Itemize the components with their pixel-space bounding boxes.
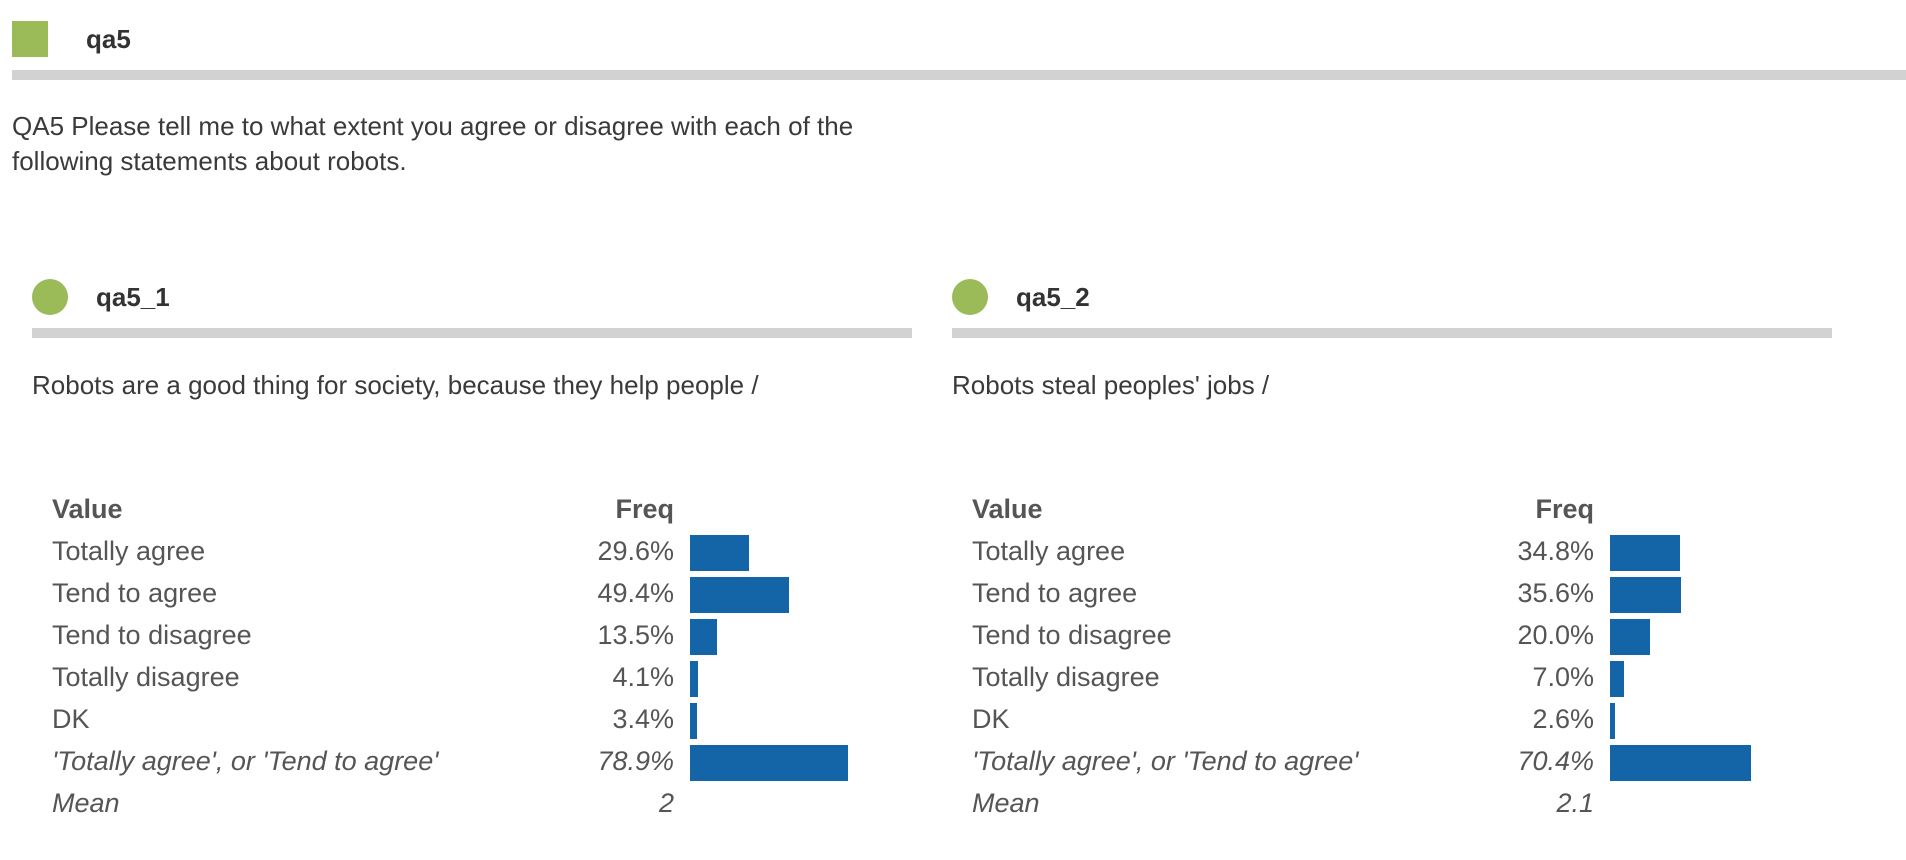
panel-description: Robots steal peoples' jobs / [952, 370, 1270, 400]
row-label: Totally agree [52, 536, 206, 566]
freq-bar [690, 535, 750, 571]
square-marker-icon [12, 21, 48, 57]
table-header-row: Value Freq [52, 490, 892, 532]
panel-title: qa5_2 [1016, 281, 1090, 312]
frequency-table: Value Freq Totally agree 34.8% Tend to a… [972, 490, 1812, 826]
row-freq: 2.6% [1532, 704, 1594, 734]
table-row: Totally disagree 7.0% [972, 658, 1812, 700]
panel-description: Robots are a good thing for society, bec… [32, 370, 759, 400]
row-freq: 7.0% [1532, 662, 1594, 692]
row-label: Totally disagree [52, 662, 240, 692]
table-row: Tend to agree 35.6% [972, 574, 1812, 616]
mean-row: Mean 2 [52, 784, 892, 826]
panel-header: qa5_2 [952, 276, 1832, 318]
column-header-freq: Freq [1535, 494, 1594, 524]
panel-qa5-1: qa5_1 Robots are a good thing for societ… [32, 276, 912, 818]
column-header-value: Value [52, 494, 123, 524]
table-row: Totally agree 29.6% [52, 532, 892, 574]
table-row: Totally disagree 4.1% [52, 658, 892, 700]
row-label: Totally agree [972, 536, 1126, 566]
freq-bar [690, 703, 697, 739]
column-header-value: Value [972, 494, 1043, 524]
column-header-freq: Freq [615, 494, 674, 524]
row-freq: 34.8% [1517, 536, 1594, 566]
freq-bar [690, 661, 699, 697]
row-label: Tend to disagree [52, 620, 252, 650]
divider [12, 70, 1906, 80]
row-label: Tend to agree [52, 578, 218, 608]
row-freq: 49.4% [597, 578, 674, 608]
summary-row: 'Totally agree', or 'Tend to agree' 78.9… [52, 742, 892, 784]
freq-bar [1610, 703, 1616, 739]
row-freq: 13.5% [597, 620, 674, 650]
row-label: Mean [972, 788, 1040, 818]
row-freq: 78.9% [597, 746, 674, 776]
divider [32, 328, 912, 338]
freq-bar [1610, 535, 1680, 571]
row-label: Tend to disagree [972, 620, 1172, 650]
row-label: Totally disagree [972, 662, 1160, 692]
row-label: 'Totally agree', or 'Tend to agree' [52, 746, 439, 776]
row-freq: 29.6% [597, 536, 674, 566]
panel-qa5-2: qa5_2 Robots steal peoples' jobs / Value… [952, 276, 1832, 818]
freq-bar [1610, 577, 1682, 613]
row-label: Mean [52, 788, 120, 818]
freq-bar [690, 745, 848, 781]
row-label: DK [972, 704, 1010, 734]
panel-header: qa5_1 [32, 276, 912, 318]
mean-value: 2 [658, 788, 674, 818]
row-freq: 35.6% [1517, 578, 1594, 608]
mean-row: Mean 2.1 [972, 784, 1812, 826]
row-label: DK [52, 704, 90, 734]
mean-value: 2.1 [1556, 788, 1594, 818]
freq-bar [1610, 661, 1624, 697]
circle-marker-icon [952, 279, 988, 315]
freq-bar [1610, 745, 1751, 781]
row-freq: 3.4% [612, 704, 674, 734]
freq-bar [690, 619, 717, 655]
table-row: Tend to disagree 20.0% [972, 616, 1812, 658]
section-title: qa5 [86, 23, 131, 54]
frequency-table: Value Freq Totally agree 29.6% Tend to a… [52, 490, 892, 826]
table-header-row: Value Freq [972, 490, 1812, 532]
table-row: Tend to disagree 13.5% [52, 616, 892, 658]
row-freq: 20.0% [1517, 620, 1594, 650]
row-freq: 70.4% [1517, 746, 1594, 776]
freq-bar [1610, 619, 1650, 655]
freq-bar [690, 577, 789, 613]
row-label: 'Totally agree', or 'Tend to agree' [972, 746, 1359, 776]
divider [952, 328, 1832, 338]
table-row: DK 2.6% [972, 700, 1812, 742]
section-header: qa5 [12, 20, 131, 58]
panel-title: qa5_1 [96, 281, 170, 312]
question-text: QA5 Please tell me to what extent you ag… [12, 111, 854, 176]
circle-marker-icon [32, 279, 68, 315]
table-row: Totally agree 34.8% [972, 532, 1812, 574]
summary-row: 'Totally agree', or 'Tend to agree' 70.4… [972, 742, 1812, 784]
table-row: Tend to agree 49.4% [52, 574, 892, 616]
row-freq: 4.1% [612, 662, 674, 692]
row-label: Tend to agree [972, 578, 1138, 608]
table-row: DK 3.4% [52, 700, 892, 742]
